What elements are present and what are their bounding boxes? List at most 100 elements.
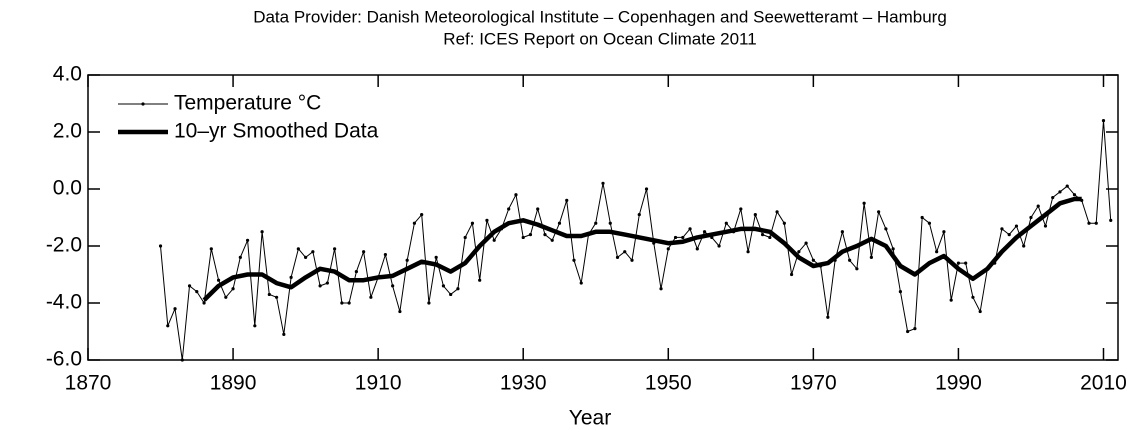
data-point	[412, 221, 417, 225]
data-point	[572, 258, 576, 262]
data-point	[644, 187, 649, 191]
data-point	[347, 301, 351, 305]
data-point	[673, 235, 678, 240]
x-tick-label: 1990	[935, 372, 982, 395]
data-point	[848, 258, 852, 262]
data-point	[906, 329, 910, 334]
data-point	[1043, 224, 1048, 228]
data-point	[536, 207, 540, 211]
data-point	[231, 287, 235, 291]
data-point	[601, 181, 605, 185]
data-point	[333, 247, 337, 251]
data-point	[615, 255, 620, 259]
data-point	[550, 238, 554, 242]
data-point	[1101, 119, 1106, 123]
data-point	[739, 207, 743, 211]
data-point	[325, 281, 329, 285]
data-point	[449, 292, 453, 297]
data-point	[289, 275, 293, 279]
data-point	[1109, 218, 1113, 222]
data-point	[1087, 221, 1091, 225]
data-point	[840, 230, 844, 234]
data-point	[594, 221, 598, 225]
data-point	[238, 255, 242, 259]
data-point	[253, 324, 257, 328]
y-tick-label: 2.0	[53, 120, 82, 143]
data-point	[521, 235, 525, 240]
data-point	[623, 250, 627, 254]
data-point	[1029, 215, 1033, 220]
data-point	[441, 284, 446, 288]
data-point	[884, 227, 888, 231]
data-point	[811, 258, 815, 262]
data-point	[427, 301, 431, 305]
data-point	[753, 213, 757, 217]
data-point	[797, 250, 801, 254]
data-point	[927, 221, 932, 225]
x-tick-label: 1910	[355, 372, 402, 395]
data-point	[245, 238, 250, 242]
data-point	[543, 233, 547, 237]
data-point	[311, 250, 315, 254]
data-point	[1065, 184, 1069, 188]
data-point	[195, 290, 199, 294]
data-point	[862, 201, 866, 205]
data-point	[956, 261, 961, 265]
data-point	[180, 358, 184, 362]
y-tick-label: 0.0	[53, 177, 82, 200]
data-point	[463, 235, 467, 240]
data-point	[1007, 233, 1011, 237]
legend-marker	[141, 102, 145, 106]
data-point	[666, 247, 670, 251]
data-point	[166, 324, 170, 328]
x-tick-label: 1870	[65, 372, 112, 395]
data-point	[470, 221, 475, 225]
y-tick-label: -4.0	[46, 291, 82, 314]
data-point	[695, 247, 699, 251]
data-point	[920, 215, 924, 220]
y-tick-label: -2.0	[46, 234, 82, 257]
data-point	[688, 227, 692, 231]
data-point	[362, 250, 366, 254]
data-point	[492, 238, 496, 242]
data-point	[659, 287, 663, 291]
x-tick-label: 1930	[500, 372, 547, 395]
plot-frame	[87, 74, 1119, 361]
series-line	[202, 196, 1082, 302]
y-tick-label: -6.0	[46, 348, 82, 371]
data-point	[724, 221, 728, 225]
data-point	[391, 284, 395, 288]
data-point	[1014, 224, 1019, 228]
data-point	[935, 250, 939, 254]
data-point	[514, 193, 518, 197]
data-point	[296, 247, 300, 251]
data-point	[565, 198, 569, 202]
data-point	[949, 298, 953, 302]
data-point	[260, 230, 264, 234]
data-point	[855, 267, 859, 271]
data-point	[681, 235, 685, 240]
data-point	[398, 309, 402, 314]
data-point	[274, 295, 279, 299]
data-point	[340, 301, 344, 305]
chart-subtitle: Ref: ICES Report on Ocean Climate 2011	[443, 29, 756, 48]
x-tick-label: 2010	[1080, 372, 1127, 395]
data-point	[1072, 193, 1077, 197]
data-point	[405, 258, 409, 262]
data-point	[898, 290, 902, 294]
x-axis-label: Year	[569, 407, 611, 430]
y-tick-label: 4.0	[53, 63, 82, 86]
x-tick-label: 1950	[645, 372, 692, 395]
data-point	[209, 247, 213, 251]
legend-label: 10–yr Smoothed Data	[174, 120, 379, 143]
data-point	[304, 255, 308, 259]
data-point	[964, 261, 968, 265]
data-point	[608, 221, 612, 225]
data-point	[760, 233, 765, 237]
data-point	[1058, 190, 1062, 194]
data-point	[702, 230, 707, 234]
data-point	[789, 272, 794, 277]
data-point	[456, 287, 460, 291]
data-point	[187, 284, 192, 288]
data-point	[913, 327, 917, 331]
